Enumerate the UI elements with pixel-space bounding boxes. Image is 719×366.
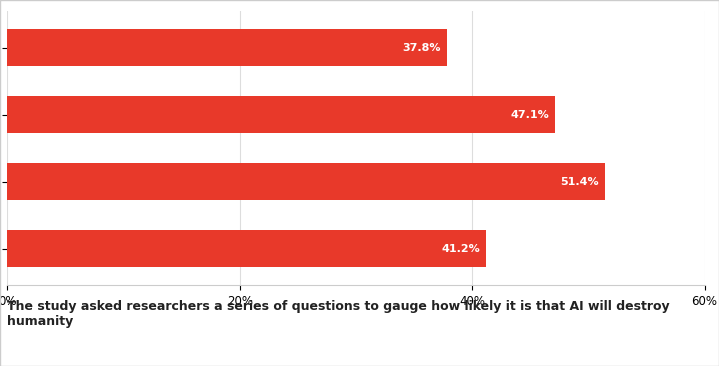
Text: 41.2%: 41.2% — [441, 244, 480, 254]
Text: The study asked researchers a series of questions to gauge how likely it is that: The study asked researchers a series of … — [7, 300, 670, 328]
Bar — [7, 29, 446, 66]
Text: 51.4%: 51.4% — [560, 177, 599, 187]
Bar — [7, 96, 554, 133]
Text: 37.8%: 37.8% — [402, 43, 441, 53]
Bar — [7, 163, 605, 200]
Text: 47.1%: 47.1% — [510, 110, 549, 120]
Bar — [7, 230, 486, 267]
